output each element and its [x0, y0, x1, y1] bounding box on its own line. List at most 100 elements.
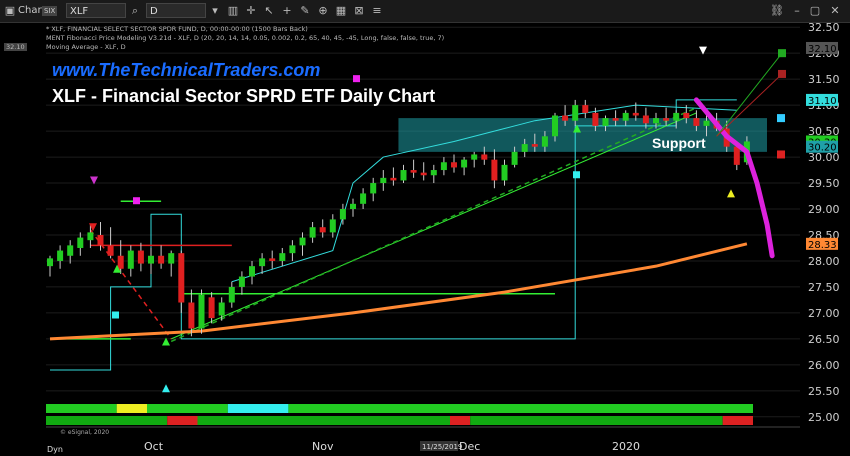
target-marker	[777, 150, 785, 159]
candle-body	[501, 164, 508, 181]
support-zone	[398, 118, 767, 152]
status-bar-segment	[450, 416, 471, 425]
link-icon[interactable]: ⛓	[770, 4, 784, 17]
status-bar-segment	[46, 416, 168, 425]
candle-body	[279, 253, 286, 261]
candle-body	[360, 193, 367, 204]
price-badge: 30.20	[808, 143, 837, 154]
interval-select[interactable]: D	[146, 3, 206, 18]
grid-icon[interactable]: ▦	[335, 4, 347, 17]
bar-style-icon[interactable]: ▥	[227, 4, 239, 17]
candle-body	[420, 172, 427, 176]
symbol-input[interactable]: XLF	[66, 3, 126, 18]
dashed-down-line	[89, 229, 172, 340]
y-tick-label: 30.00	[808, 151, 840, 164]
chart-tab-label[interactable]: Chart	[18, 5, 46, 16]
candle-body	[148, 255, 154, 264]
candle-body	[158, 255, 165, 264]
maximize-icon[interactable]: ▢	[809, 4, 821, 17]
dashed-trend-line	[170, 107, 697, 343]
search-icon[interactable]: ⌕	[131, 4, 139, 17]
y-tick-label: 29.00	[808, 203, 840, 216]
candle-body	[228, 286, 235, 303]
website-title: www.TheTechnicalTraders.com	[52, 60, 321, 80]
price-badge-bg	[806, 93, 838, 106]
candle-body	[612, 118, 619, 121]
status-bar-segment	[722, 416, 753, 425]
candle-body	[107, 245, 114, 256]
y-tick-label: 27.50	[808, 281, 840, 294]
candle-body	[57, 250, 64, 261]
x-tick-label: Oct	[144, 440, 164, 453]
candle-body	[541, 136, 548, 147]
candle-body	[299, 237, 306, 246]
status-bar-segment	[167, 416, 198, 425]
candle-body	[339, 209, 346, 220]
plus-icon[interactable]: +	[282, 4, 292, 17]
target-marker	[777, 114, 785, 123]
status-bar-segment	[652, 404, 753, 413]
date-badge-bg	[420, 441, 458, 451]
candle-body	[87, 232, 94, 241]
marker	[133, 197, 140, 205]
target-marker	[778, 69, 786, 78]
candle-body	[481, 154, 488, 160]
lock-icon[interactable]: ⊠	[354, 4, 364, 17]
chevron-down-icon[interactable]: ▾	[212, 4, 218, 17]
candle-body	[653, 118, 659, 124]
price-chart[interactable]: 25.0025.5026.0026.5027.0027.5028.0028.50…	[0, 22, 850, 456]
candle-body	[77, 237, 84, 248]
price-badge: 32.10	[808, 44, 837, 55]
status-bar-segment	[147, 404, 228, 413]
candle-body	[703, 120, 710, 126]
cursor-icon[interactable]: ↖	[264, 4, 274, 17]
signal-triangle	[699, 46, 707, 55]
trend-line	[171, 112, 697, 340]
chart-badge: SIX	[42, 6, 58, 16]
candle-body	[632, 112, 639, 116]
candle-body	[67, 245, 74, 256]
marker	[353, 75, 360, 83]
minimize-icon[interactable]: –	[794, 4, 800, 17]
candle-body	[370, 183, 377, 194]
candle-body	[178, 253, 185, 303]
candle-body	[168, 253, 175, 264]
y-tick-label: 27.00	[808, 307, 840, 320]
x-tick-label: Dec	[459, 440, 480, 453]
candle-body	[47, 258, 53, 267]
candle-body	[693, 118, 700, 126]
moving-average-line	[49, 242, 748, 341]
price-badge: 31.10	[808, 96, 837, 107]
signal-triangle	[162, 337, 170, 346]
price-badge-bg	[806, 140, 838, 153]
y-tick-label: 30.50	[808, 125, 840, 138]
candle-body	[430, 170, 437, 176]
x-tick-label: Nov	[312, 440, 334, 453]
signal-triangle	[162, 384, 170, 393]
candle-body	[521, 144, 528, 152]
marker	[112, 311, 119, 319]
candle-body	[673, 112, 680, 121]
candle-body	[582, 105, 589, 113]
candle-body	[440, 162, 447, 171]
signal-triangle	[727, 189, 735, 198]
y-tick-label: 29.50	[808, 177, 840, 190]
marker	[573, 171, 580, 179]
chart-toolbar: ▣ Chart SIX XLF ⌕ D ▾ ▥ ✛ ↖ + ✎ ⊕ ▦ ⊠ ≡ …	[0, 0, 850, 23]
price-badge-bg	[806, 41, 838, 54]
menu-icon[interactable]: ≡	[372, 4, 382, 17]
candle-body	[117, 255, 124, 269]
candle-body	[642, 115, 649, 124]
crosshair-icon[interactable]: ✛	[246, 4, 256, 17]
zoom-icon[interactable]: ⊕	[318, 4, 328, 17]
y-tick-label: 31.50	[808, 73, 840, 86]
candle-body	[319, 227, 326, 233]
close-icon[interactable]: ✕	[830, 4, 840, 17]
candle-body	[188, 302, 195, 329]
signal-triangle	[113, 264, 121, 273]
pencil-icon[interactable]: ✎	[300, 4, 310, 17]
candle-body	[451, 162, 457, 168]
candle-body	[552, 115, 558, 137]
candle-body	[269, 258, 276, 261]
info-line-moving-average: Moving Average - XLF, D	[46, 43, 126, 51]
